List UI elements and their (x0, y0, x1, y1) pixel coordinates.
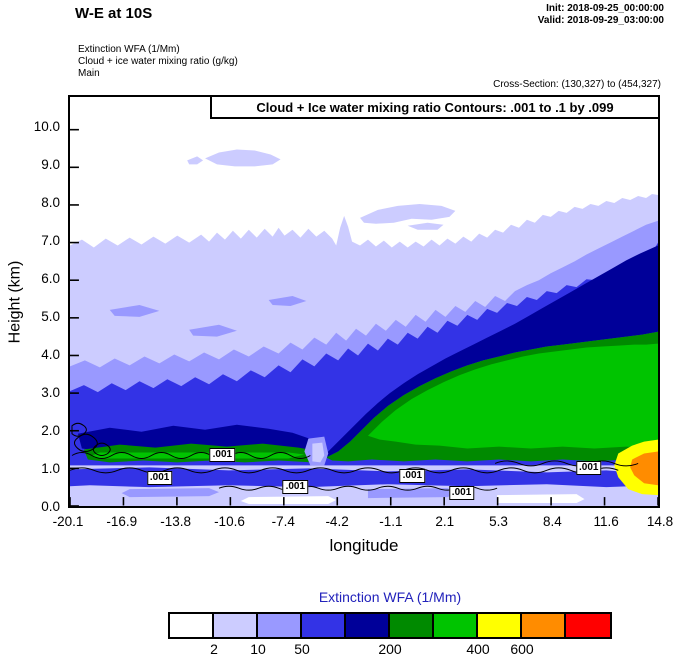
x-tick-label: 11.6 (593, 514, 619, 529)
cloud-contour-label: .001 (576, 461, 602, 476)
y-tick-label: 0.0 (41, 499, 60, 514)
y-tick-label: 9.0 (41, 157, 60, 172)
x-tick-label: -10.6 (214, 514, 245, 529)
y-tick-label: 2.0 (41, 423, 60, 438)
x-tick-label: -16.9 (106, 514, 138, 529)
plot-area: Cloud + Ice water mixing ratio Contours:… (68, 95, 660, 508)
contour-info-box: Cloud + Ice water mixing ratio Contours:… (210, 95, 660, 119)
colorbar-cell (478, 614, 522, 637)
colorbar-tick-label: 2 (210, 641, 218, 657)
field-line-grid: Main (78, 68, 100, 79)
page-title: W-E at 10S (75, 5, 153, 22)
y-tick-label: 5.0 (41, 309, 60, 324)
colorbar-cell (522, 614, 566, 637)
y-tick-label: 3.0 (41, 385, 60, 400)
colorbar-tick-label: 400 (466, 641, 490, 657)
y-tick-label: 1.0 (41, 461, 60, 476)
cloud-contour-label: .001 (399, 468, 426, 483)
x-axis-label: longitude (329, 536, 399, 555)
x-tick-label: -13.8 (160, 514, 192, 529)
cloud-contour-label: .001 (448, 485, 475, 500)
x-tick-label: 5.3 (489, 514, 508, 529)
cross-section-label: Cross-Section: (130,327) to (454,327) (493, 79, 661, 90)
x-tick-label: -7.4 (271, 514, 295, 529)
colorbar-title: Extinction WFA (1/Mm) (318, 589, 462, 605)
x-tick-label: 14.8 (646, 514, 674, 529)
valid-time-label: Valid: 2018-09-29_03:00:00 (537, 15, 664, 26)
contour-plot-canvas (70, 128, 658, 506)
x-tick-label: -1.1 (379, 514, 403, 529)
y-tick-label: 6.0 (41, 271, 60, 286)
colorbar-cell (258, 614, 302, 637)
x-tick-label: 8.4 (542, 514, 562, 529)
colorbar-cell (214, 614, 258, 637)
y-tick-label: 8.0 (41, 195, 60, 210)
colorbar-cell (346, 614, 390, 637)
colorbar-tick-label: 50 (294, 641, 310, 657)
cloud-contour-label: .001 (146, 470, 173, 485)
x-tick-label: 2.1 (435, 514, 455, 529)
field-line-extinction: Extinction WFA (1/Mm) (78, 44, 180, 55)
colorbar-tick-label: 200 (378, 641, 402, 657)
colorbar-cell (302, 614, 346, 637)
field-legend: Extinction WFA (1/Mm) Cloud + ice water … (78, 44, 238, 80)
model-times: Init: 2018-09-25_00:00:00 Valid: 2018-09… (538, 3, 664, 27)
init-time-label: Init: 2018-09-25_00:00:00 (546, 3, 664, 14)
field-line-cloud: Cloud + ice water mixing ratio (g/kg) (78, 56, 238, 67)
x-tick-label: -4.2 (325, 514, 349, 529)
colorbar-cell (390, 614, 434, 637)
x-tick-label: -20.1 (52, 514, 84, 529)
axis-ticks (70, 128, 658, 506)
colorbar-tick-label: 600 (510, 641, 534, 657)
colorbar-cell (434, 614, 478, 637)
colorbar-cell (566, 614, 610, 637)
colorbar-tick-label: 10 (250, 641, 266, 657)
colorbar (168, 612, 612, 639)
y-tick-label: 7.0 (41, 233, 60, 248)
y-tick-label: 10.0 (33, 119, 60, 134)
extinction-fill-contours (70, 149, 658, 506)
cloud-contour-label: .001 (209, 447, 236, 462)
cloud-contour-label: .001 (282, 480, 309, 495)
y-tick-label: 4.0 (41, 347, 60, 362)
colorbar-cell (170, 614, 214, 637)
